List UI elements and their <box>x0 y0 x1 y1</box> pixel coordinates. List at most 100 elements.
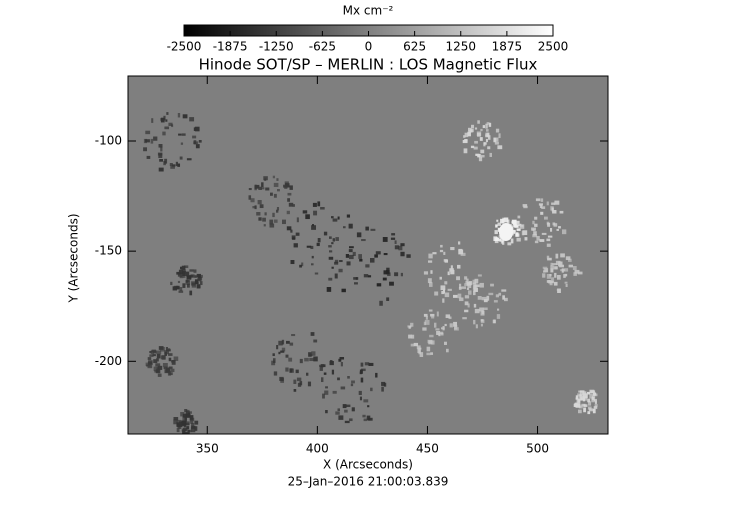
flux-patch <box>431 340 435 345</box>
flux-patch <box>191 425 196 429</box>
flux-patch <box>293 389 297 392</box>
flux-patch <box>565 284 568 288</box>
flux-patch <box>320 207 325 210</box>
flux-patch <box>299 381 303 386</box>
flux-patch <box>145 139 150 143</box>
flux-patch <box>182 114 188 119</box>
flux-patch <box>338 415 344 420</box>
flux-patch <box>328 277 333 281</box>
flux-patch <box>462 317 467 320</box>
y-axis-label: Y (Arcseconds) <box>67 213 81 303</box>
flux-patch <box>150 138 154 144</box>
flux-patch <box>146 155 151 159</box>
flux-patch <box>359 371 362 375</box>
flux-patch <box>536 236 540 241</box>
flux-patch <box>512 230 516 233</box>
flux-patch <box>462 140 468 144</box>
flux-patch <box>444 323 447 327</box>
flux-patch <box>331 242 334 245</box>
flux-patch <box>551 277 555 283</box>
flux-patch <box>456 276 461 281</box>
flux-patch <box>531 227 536 231</box>
flux-patch <box>498 133 501 139</box>
flux-patch <box>344 420 350 424</box>
flux-patch <box>532 220 535 225</box>
flux-patch <box>311 225 317 230</box>
flux-patch <box>474 278 479 284</box>
flux-patch <box>284 181 289 186</box>
flux-patch <box>577 393 581 397</box>
flux-patch <box>548 280 551 284</box>
flux-spot <box>499 223 513 241</box>
flux-patch <box>149 351 152 354</box>
flux-patch <box>582 396 586 402</box>
flux-patch <box>394 272 399 277</box>
flux-patch <box>313 339 318 343</box>
flux-patch <box>550 265 555 270</box>
flux-patch <box>189 269 194 272</box>
flux-patch <box>487 146 491 150</box>
flux-patch <box>547 257 552 261</box>
flux-patch <box>519 224 524 227</box>
flux-patch <box>188 430 191 433</box>
flux-patch <box>168 122 173 126</box>
flux-patch <box>494 239 499 244</box>
flux-patch <box>351 407 355 412</box>
flux-patch <box>483 299 488 303</box>
flux-patch <box>558 226 561 229</box>
flux-patch <box>360 362 364 367</box>
flux-patch <box>273 219 278 223</box>
flux-patch <box>185 413 190 418</box>
flux-patch <box>358 390 362 395</box>
flux-patch <box>444 341 447 345</box>
flux-patch <box>549 274 552 277</box>
flux-patch <box>323 231 328 236</box>
flux-patch <box>339 260 343 263</box>
flux-patch <box>383 253 388 256</box>
flux-patch <box>424 319 430 325</box>
flux-patch <box>337 408 341 411</box>
flux-patch <box>410 322 414 327</box>
flux-patch <box>362 414 366 418</box>
flux-patch <box>314 272 319 275</box>
flux-patch <box>422 327 427 331</box>
flux-patch <box>182 430 186 434</box>
flux-patch <box>391 233 396 236</box>
flux-patch <box>479 282 484 288</box>
flux-patch <box>423 321 427 326</box>
colorbar-tick-label: 625 <box>403 40 426 54</box>
flux-patch <box>493 137 497 143</box>
flux-patch <box>272 353 275 357</box>
flux-patch <box>310 332 315 336</box>
flux-patch <box>286 340 290 344</box>
flux-patch <box>319 364 323 367</box>
flux-patch <box>439 249 444 253</box>
flux-patch <box>332 218 338 222</box>
flux-patch <box>480 323 483 327</box>
flux-patch <box>368 363 374 366</box>
flux-patch <box>364 362 370 366</box>
flux-patch <box>488 135 491 140</box>
flux-patch <box>160 117 165 123</box>
flux-patch <box>264 178 267 181</box>
flux-patch <box>400 243 405 247</box>
flux-patch <box>516 237 521 242</box>
colorbar-tick-label: 1250 <box>445 40 476 54</box>
flux-patch <box>334 259 339 263</box>
flux-patch <box>346 261 351 266</box>
flux-patch <box>523 205 528 209</box>
flux-patch <box>550 228 553 232</box>
flux-patch <box>450 265 453 269</box>
colorbar-tick-label: -1250 <box>259 40 294 54</box>
flux-patch <box>177 272 183 277</box>
flux-patch <box>301 262 304 267</box>
flux-patch <box>157 373 162 377</box>
flux-patch <box>331 216 334 219</box>
flux-patch <box>413 342 419 347</box>
flux-patch <box>338 268 343 273</box>
flux-patch <box>578 409 582 414</box>
flux-patch <box>289 185 293 190</box>
flux-patch <box>151 349 156 353</box>
flux-patch <box>323 372 327 375</box>
flux-patch <box>497 227 501 231</box>
